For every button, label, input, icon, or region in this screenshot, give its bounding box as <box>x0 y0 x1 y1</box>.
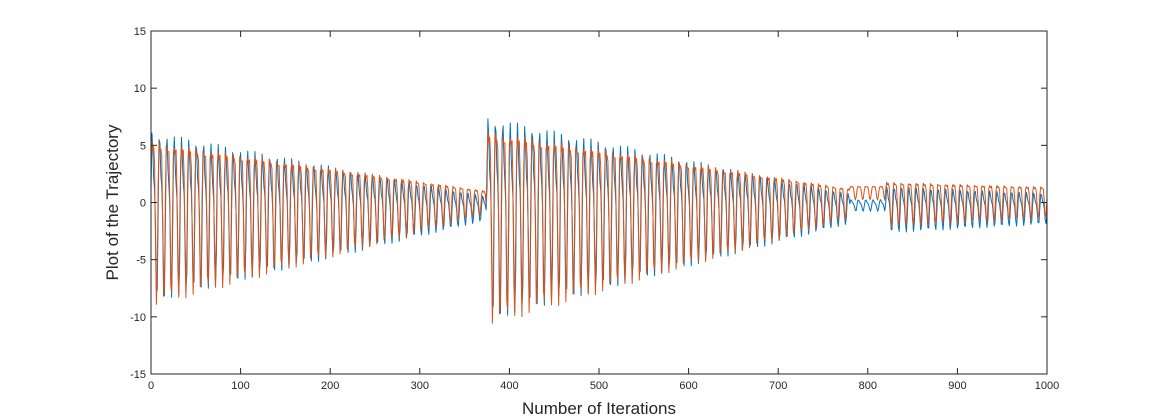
x-tick-label: 500 <box>590 380 608 392</box>
y-tick-label: -10 <box>130 312 146 324</box>
x-tick-label: 1000 <box>1035 380 1059 392</box>
ticks-layer: 0 100 200 300 400 500 600 700 800 900 1000-15-10-5… <box>130 26 1059 392</box>
x-tick-label: 400 <box>500 380 518 392</box>
y-tick-label: 0 <box>140 198 146 210</box>
x-tick-label: 600 <box>679 380 697 392</box>
y-axis-label: Plot of the Trajectory <box>103 124 122 280</box>
series-line-2 <box>150 130 1048 324</box>
plot-area <box>151 31 1047 374</box>
x-tick-label: 100 <box>231 380 249 392</box>
x-tick-label: 0 <box>148 380 154 392</box>
x-tick-label: 700 <box>769 380 787 392</box>
y-tick-label: -15 <box>130 369 146 381</box>
x-tick-label: 300 <box>411 380 429 392</box>
x-tick-label: 800 <box>859 380 877 392</box>
y-tick-label: -5 <box>136 255 146 267</box>
y-tick-label: 15 <box>134 26 146 38</box>
x-tick-label: 900 <box>948 380 966 392</box>
y-tick-label: 5 <box>140 140 146 152</box>
y-tick-label: 10 <box>134 83 146 95</box>
series-layer <box>150 118 1048 324</box>
x-axis-label: Number of Iterations <box>522 399 676 418</box>
x-tick-label: 200 <box>321 380 339 392</box>
